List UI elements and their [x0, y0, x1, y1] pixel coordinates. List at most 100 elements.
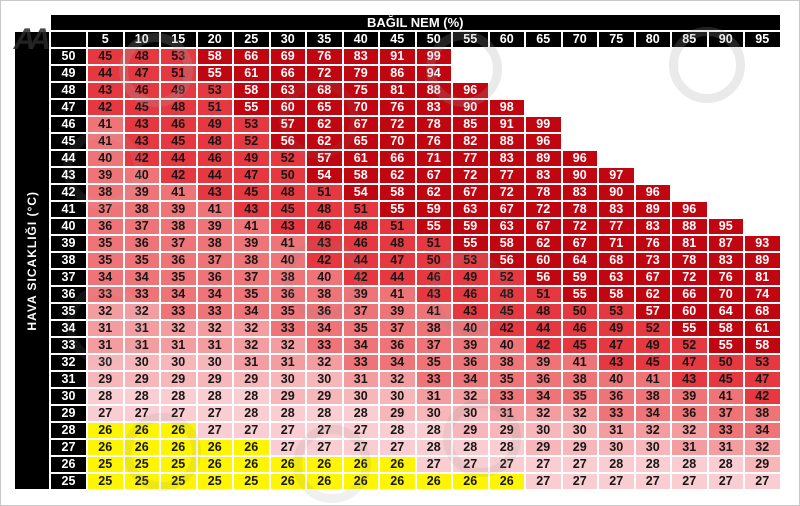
heat-index-cell: 32 — [634, 422, 671, 439]
heat-index-cell: 48 — [123, 48, 160, 65]
col-header-humidity: 20 — [196, 31, 233, 48]
heat-index-cell: 99 — [525, 116, 562, 133]
heat-index-cell: 37 — [233, 269, 270, 286]
heat-index-cell: 36 — [598, 388, 635, 405]
heat-index-cell: 48 — [342, 218, 379, 235]
heat-index-cell: 30 — [561, 422, 598, 439]
heat-index-cell: 26 — [342, 456, 379, 473]
heat-index-cell: 43 — [415, 286, 452, 303]
heat-index-cell: 46 — [452, 286, 489, 303]
empty-cell — [598, 150, 635, 167]
heat-index-cell: 29 — [123, 371, 160, 388]
heat-index-cell: 29 — [452, 422, 489, 439]
heat-index-cell: 29 — [306, 388, 343, 405]
heat-index-cell: 37 — [87, 201, 124, 218]
heat-index-cell: 55 — [561, 286, 598, 303]
empty-cell — [598, 82, 635, 99]
heat-index-cell: 59 — [452, 218, 489, 235]
heat-index-cell: 25 — [160, 473, 197, 490]
heat-index-cell: 38 — [634, 388, 671, 405]
heat-index-cell: 33 — [306, 337, 343, 354]
heat-index-cell: 65 — [306, 99, 343, 116]
heat-index-cell: 57 — [634, 303, 671, 320]
heat-index-cell: 38 — [123, 201, 160, 218]
heat-index-cell: 38 — [488, 354, 525, 371]
row-label-temperature: 33 — [50, 337, 87, 354]
heat-index-cell: 48 — [488, 286, 525, 303]
col-header-humidity: 25 — [233, 31, 270, 48]
heat-index-cell: 33 — [707, 422, 744, 439]
heat-index-cell: 51 — [342, 201, 379, 218]
heat-index-cell: 41 — [87, 116, 124, 133]
heat-index-cell: 27 — [342, 422, 379, 439]
heat-index-cell: 53 — [744, 354, 781, 371]
heat-index-cell: 27 — [87, 405, 124, 422]
heat-index-cell: 27 — [707, 473, 744, 490]
heat-index-cell: 28 — [452, 439, 489, 456]
heat-index-cell: 62 — [306, 116, 343, 133]
heat-index-cell: 81 — [671, 235, 708, 252]
heat-index-cell: 38 — [744, 405, 781, 422]
row-label-temperature: 46 — [50, 116, 87, 133]
col-header-humidity: 45 — [379, 31, 416, 48]
heat-index-cell: 39 — [452, 337, 489, 354]
heat-index-cell: 35 — [269, 303, 306, 320]
heat-index-cell: 82 — [452, 133, 489, 150]
heat-index-cell: 38 — [561, 371, 598, 388]
heat-index-cell: 60 — [525, 252, 562, 269]
heat-index-cell: 41 — [269, 235, 306, 252]
heat-index-cell: 32 — [671, 422, 708, 439]
heat-index-cell: 67 — [634, 269, 671, 286]
heat-index-cell: 38 — [233, 252, 270, 269]
heat-index-cell: 67 — [525, 218, 562, 235]
heat-index-cell: 28 — [634, 456, 671, 473]
heat-index-cell: 55 — [671, 320, 708, 337]
row-label-temperature: 47 — [50, 99, 87, 116]
empty-cell — [635, 116, 672, 133]
empty-cell — [744, 133, 781, 150]
col-header-humidity: 75 — [598, 31, 635, 48]
col-header-humidity: 65 — [525, 31, 562, 48]
heat-index-cell: 51 — [379, 218, 416, 235]
heat-index-cell: 68 — [598, 252, 635, 269]
col-header-humidity: 10 — [123, 31, 160, 48]
heat-index-cell: 66 — [269, 65, 306, 82]
heat-index-cell: 42 — [87, 99, 124, 116]
heat-index-cell: 34 — [452, 371, 489, 388]
heat-index-cell: 88 — [671, 218, 708, 235]
heat-index-cell: 62 — [415, 184, 452, 201]
heat-index-cell: 27 — [306, 439, 343, 456]
heat-index-cell: 76 — [415, 133, 452, 150]
heat-index-cell: 32 — [525, 405, 562, 422]
heat-index-cell: 35 — [561, 388, 598, 405]
heat-index-cell: 29 — [160, 371, 197, 388]
heat-index-cell: 62 — [634, 286, 671, 303]
heat-index-cell: 44 — [196, 167, 233, 184]
row-label-temperature: 45 — [50, 133, 87, 150]
heat-index-cell: 78 — [671, 252, 708, 269]
heat-index-cell: 90 — [598, 184, 635, 201]
heat-index-cell: 52 — [634, 320, 671, 337]
row-label-temperature: 25 — [50, 473, 87, 490]
heat-index-cell: 32 — [269, 337, 306, 354]
heat-index-cell: 28 — [379, 422, 416, 439]
heat-index-cell: 52 — [233, 133, 270, 150]
heat-index-cell: 34 — [634, 405, 671, 422]
heat-index-cell: 25 — [123, 473, 160, 490]
row-label-temperature: 29 — [50, 405, 87, 422]
empty-cell — [744, 99, 781, 116]
heat-index-cell: 33 — [598, 405, 635, 422]
heat-index-cell: 35 — [87, 252, 124, 269]
heat-index-cell: 40 — [306, 269, 343, 286]
heat-index-cell: 51 — [160, 65, 197, 82]
empty-cell — [744, 184, 781, 201]
heat-index-cell: 51 — [196, 99, 233, 116]
empty-cell — [708, 48, 745, 65]
empty-cell — [598, 116, 635, 133]
heat-index-cell: 83 — [342, 48, 379, 65]
heat-index-cell: 46 — [306, 218, 343, 235]
heat-index-cell: 67 — [452, 184, 489, 201]
heat-index-cell: 72 — [379, 116, 416, 133]
heat-index-cell: 26 — [269, 456, 306, 473]
heat-index-cell: 30 — [87, 354, 124, 371]
